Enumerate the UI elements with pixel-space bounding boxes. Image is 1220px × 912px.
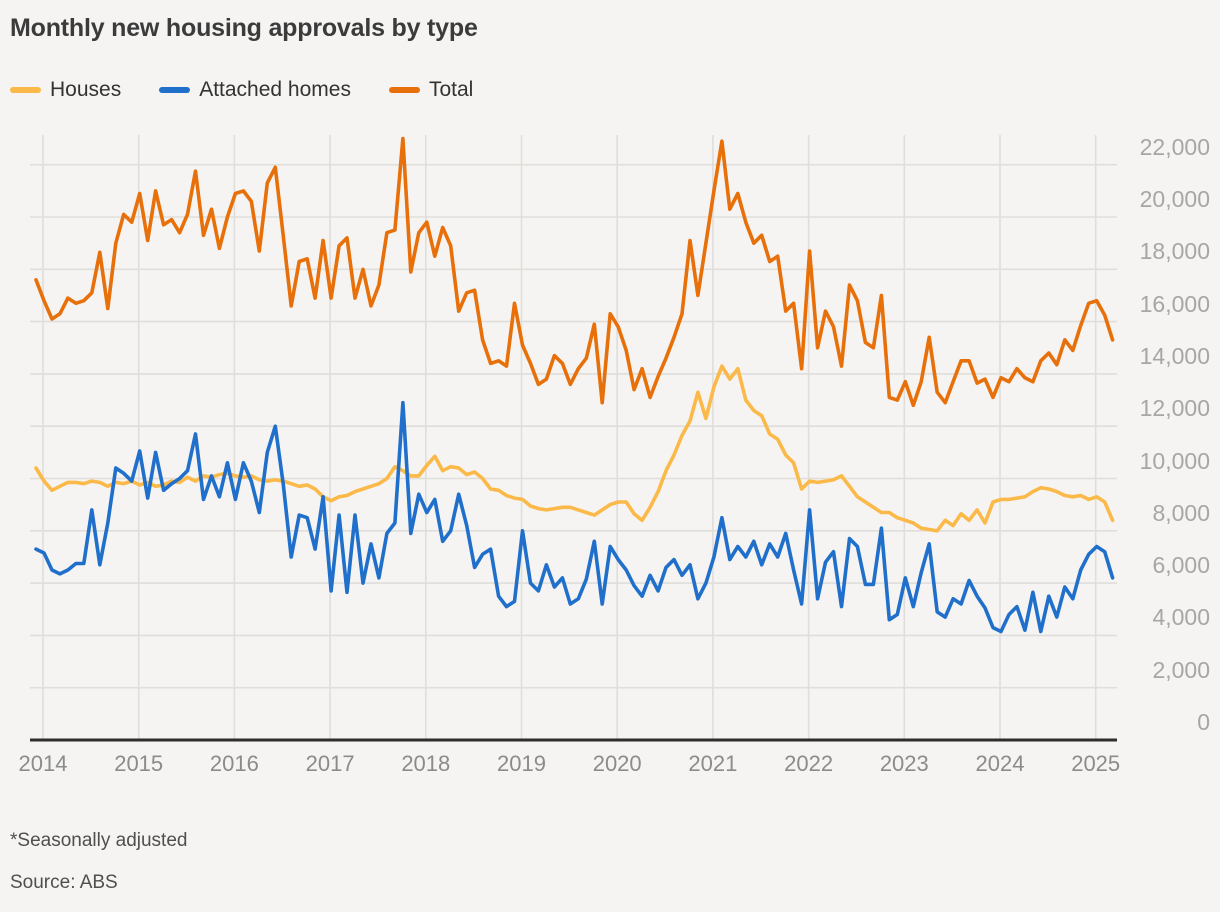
x-tick-label: 2014 [18,751,68,776]
x-tick-label: 2021 [688,751,738,776]
y-tick-label: 18,000 [1139,238,1210,265]
y-tick-label: 2,000 [1152,656,1210,683]
x-tick-label: 2019 [497,751,546,776]
y-tick-label: 22,000 [1139,133,1210,160]
x-tick-label: 2018 [401,751,451,776]
y-tick-label: 14,000 [1139,342,1210,369]
series-line-attached-homes [34,400,1115,634]
y-tick-label: 16,000 [1139,290,1210,317]
series-line-total [34,136,1115,408]
y-tick-label: 4,000 [1152,604,1210,631]
y-tick-label: 0 [1197,709,1210,735]
x-tick-label: 2017 [305,751,355,776]
legend-item-houses: Houses [10,78,121,102]
total-line-swatch-icon [388,87,420,93]
attached-homes-line-swatch-icon [159,87,191,93]
y-tick-label: 12,000 [1139,395,1210,422]
x-tick-label: 2020 [592,751,642,776]
series-line-houses [34,364,1115,533]
legend-item-total: Total [388,78,474,102]
x-tick-label: 2022 [784,751,834,776]
y-tick-label: 20,000 [1139,186,1210,212]
legend-item-attached-homes: Attached homes [159,78,351,102]
chart-footnote: *Seasonally adjusted [10,830,188,851]
legend-label-total: Total [428,78,474,101]
chart-source: Source: ABS [10,872,118,893]
legend: Houses Attached homes Total [10,78,473,102]
chart-title: Monthly new housing approvals by type [10,14,478,42]
x-tick-label: 2015 [114,751,164,776]
x-tick-label: 2023 [879,751,929,776]
y-tick-label: 6,000 [1152,552,1210,579]
legend-label-houses: Houses [50,78,122,101]
x-tick-label: 2024 [975,751,1025,776]
y-tick-label: 8,000 [1152,499,1210,526]
x-tick-label: 2025 [1071,751,1121,776]
x-tick-label: 2016 [209,751,259,776]
legend-label-attached-homes: Attached homes [199,78,351,101]
houses-line-swatch-icon [10,87,41,93]
y-tick-label: 10,000 [1139,447,1210,474]
